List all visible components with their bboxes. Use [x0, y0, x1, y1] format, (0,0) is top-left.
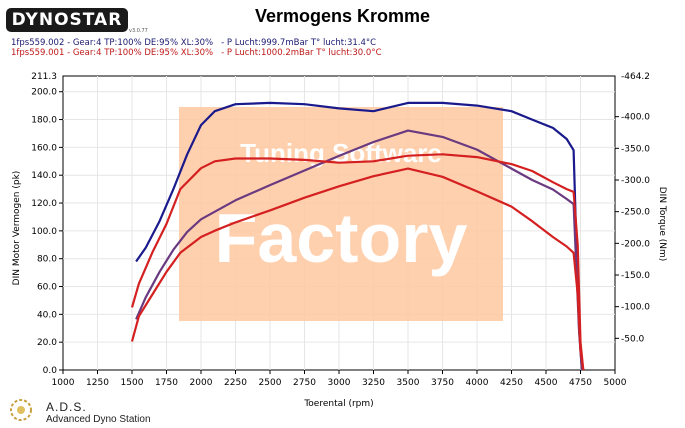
x-tick-label: 2000	[190, 378, 213, 388]
y2-tick-label: -250.0	[621, 208, 650, 218]
x-tick-label: 1250	[86, 378, 109, 388]
y-tick-label: 0.0	[43, 366, 58, 376]
x-tick-label: 3500	[397, 378, 420, 388]
logo-version: v3.0.77	[129, 28, 148, 34]
x-tick-label: 1750	[155, 378, 178, 388]
y2-tick-label: -150.0	[621, 271, 650, 281]
legend-run-2: 1fps559.001 - Gear:4 TP:100% DE:95% XL:3…	[11, 48, 382, 58]
y2-tick-label: -300.0	[621, 176, 650, 186]
x-tick-label: 3250	[362, 378, 385, 388]
x-axis-label: Toerental (rpm)	[303, 399, 373, 409]
x-tick-label: 4500	[535, 378, 558, 388]
x-tick-label: 5000	[604, 378, 627, 388]
x-tick-label: 2750	[293, 378, 316, 388]
x-axis-ticks: 1000 1250 1500 1750 2000 2250 2500 2750 3000 3250…	[52, 370, 627, 388]
y2-axis-label: DIN Torque (Nm)	[657, 187, 667, 262]
series-line-torque-2	[135, 129, 583, 371]
series-line-torque-4	[130, 167, 585, 371]
chart-title: Vermogens Kromme	[254, 6, 431, 26]
y2-top-label: -464.2	[621, 72, 650, 82]
watermark: Tuning Software Factory	[179, 107, 503, 321]
ads-logo-icon	[10, 399, 32, 421]
y-tick-label: 100.0	[31, 227, 57, 237]
y2-tick-label: -200.0	[621, 239, 650, 249]
series-line-power-3	[130, 153, 585, 371]
y-tick-label: 200.0	[31, 88, 57, 98]
y2-axis-ticks: -50.0 -100.0 -150.0 -200.0 -250.0 -300.0 -350.…	[615, 72, 650, 344]
x-tick-label: 2250	[224, 378, 247, 388]
y-tick-label: 40.0	[37, 310, 57, 320]
y-axis-ticks: 0.0 20.0 40.0 60.0 80.0 100.0 120.0 140.0 160.0 1…	[31, 72, 63, 376]
x-tick-label: 1000	[52, 378, 75, 388]
y-axis-label: DIN Motor Vermogen (pk)	[12, 171, 22, 286]
x-tick-label: 3750	[431, 378, 454, 388]
series-line-power-1	[135, 101, 583, 371]
y-tick-label: 60.0	[37, 283, 57, 293]
watermark-line-2: Factory	[215, 199, 468, 277]
y-tick-label: 80.0	[37, 255, 57, 265]
x-tick-label: 4000	[466, 378, 489, 388]
legend-run-1: 1fps559.002 - Gear:4 TP:100% DE:95% XL:3…	[11, 38, 377, 48]
y-tick-label: 160.0	[31, 143, 57, 153]
y2-tick-label: -350.0	[621, 144, 650, 154]
x-tick-label: 4250	[500, 378, 523, 388]
watermark-box	[179, 107, 503, 321]
x-tick-label: 4750	[569, 378, 592, 388]
y-tick-label: 140.0	[31, 171, 57, 181]
y2-tick-label: -50.0	[621, 334, 645, 344]
x-tick-label: 1500	[121, 378, 144, 388]
x-tick-label: 3000	[328, 378, 351, 388]
series-lines	[130, 101, 585, 371]
ads-brand: A.D.S.	[46, 400, 87, 414]
y-tick-label: 180.0	[31, 116, 57, 126]
y2-tick-label: -400.0	[621, 113, 650, 123]
y-top-label: 211.3	[31, 72, 57, 82]
ads-tagline: Advanced Dyno Station	[46, 414, 151, 425]
y-tick-label: 120.0	[31, 199, 57, 209]
x-tick-label: 2500	[259, 378, 282, 388]
dynostar-logo: DYNOSTAR	[6, 8, 128, 32]
y-tick-label: 20.0	[37, 338, 57, 348]
y2-tick-label: -100.0	[621, 303, 650, 313]
